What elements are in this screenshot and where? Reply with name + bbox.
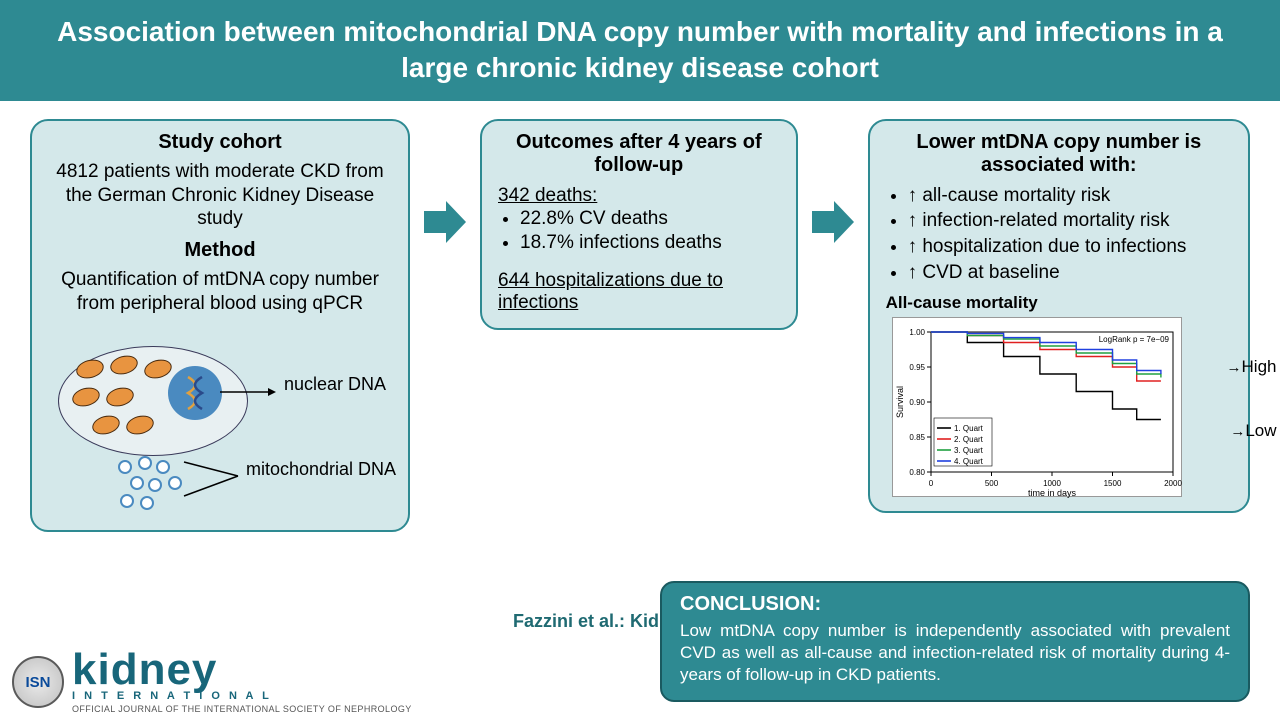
mtdna-circle-icon [118,460,132,474]
panel-outcomes: Outcomes after 4 years of follow-up 342 … [480,119,798,330]
bullet-allcause: ↑ all-cause mortality risk [908,183,1232,209]
cell-diagram: nuclear DNA mitochondrial DNA [48,326,418,516]
dna-helix-icon [180,375,210,411]
svg-text:1.00: 1.00 [909,328,925,337]
mtdna-circle-icon [156,460,170,474]
kidney-logo-text: kidney I N T E R N A T I O N A L OFFICIA… [72,650,412,714]
svg-text:0.80: 0.80 [909,468,925,477]
svg-text:4. Quart: 4. Quart [954,457,984,466]
chart-title: All-cause mortality [886,293,1232,313]
svg-text:0.90: 0.90 [909,398,925,407]
svg-text:0: 0 [928,479,933,488]
content-row: Study cohort 4812 patients with moderate… [0,101,1280,532]
isn-badge-icon: ISN [12,656,64,708]
flow-arrow-icon [422,199,468,250]
svg-text:0.95: 0.95 [909,363,925,372]
conclusion-text: Low mtDNA copy number is independently a… [680,620,1230,686]
chart-wrap: 0.80 0.85 0.90 0.95 1.00 0 500 1000 1500 2000 time… [886,317,1232,497]
bullet-infection-mort: ↑ infection-related mortality risk [908,208,1232,234]
method-text: Quantification of mtDNA copy number from… [48,268,392,316]
mtdna-circle-icon [148,478,162,492]
deaths-count: 342 deaths: [498,185,780,207]
panel-associations: Lower mtDNA copy number is associated wi… [868,119,1250,514]
svg-text:Survival: Survival [895,386,905,418]
svg-text:time in days: time in days [1028,488,1077,498]
svg-text:3. Quart: 3. Quart [954,446,984,455]
low-mtdna-label: →Low mtDNA [1230,421,1280,441]
svg-text:1000: 1000 [1043,479,1061,488]
panel-study-cohort: Study cohort 4812 patients with moderate… [30,119,410,532]
mtdna-circle-icon [130,476,144,490]
survival-plot-svg: 0.80 0.85 0.90 0.95 1.00 0 500 1000 1500 2000 time… [893,318,1183,498]
cohort-text: 4812 patients with moderate CKD from the… [48,160,392,231]
bullet-inf-deaths: 18.7% infections deaths [520,231,780,256]
conclusion-box: CONCLUSION: Low mtDNA copy number is ind… [660,581,1250,702]
svg-text:1500: 1500 [1103,479,1121,488]
arrow-icon [178,456,248,506]
heading-outcomes: Outcomes after 4 years of follow-up [498,131,780,177]
deaths-bullets: 22.8% CV deaths 18.7% infections deaths [498,207,780,256]
title-header: Association between mitochondrial DNA co… [0,0,1280,101]
journal-logo: ISN kidney I N T E R N A T I O N A L OFF… [12,650,412,714]
survival-chart: 0.80 0.85 0.90 0.95 1.00 0 500 1000 1500 2000 time… [892,317,1182,497]
high-mtdna-label: →High mtDNA [1227,357,1280,377]
kidney-intl: I N T E R N A T I O N A L [72,690,412,702]
nucleus-icon [168,366,222,420]
mito-dna-label: mitochondrial DNA [246,460,396,480]
svg-text:0.85: 0.85 [909,433,925,442]
kidney-subtitle: OFFICIAL JOURNAL OF THE INTERNATIONAL SO… [72,704,412,714]
hospitalizations-count: 644 hospitalizations due to infections [498,270,780,314]
arrow-icon [220,382,280,402]
heading-lower-mtdna: Lower mtDNA copy number is associated wi… [886,131,1232,177]
flow-arrow-icon [810,199,856,250]
svg-text:1. Quart: 1. Quart [954,424,984,433]
nuclear-dna-label: nuclear DNA [284,374,386,395]
bullet-hosp: ↑ hospitalization due to infections [908,234,1232,260]
heading-method: Method [48,239,392,262]
title-text: Association between mitochondrial DNA co… [57,16,1223,83]
association-bullets: ↑ all-cause mortality risk ↑ infection-r… [886,183,1232,286]
kidney-word: kidney [72,650,412,690]
bullet-cv-deaths: 22.8% CV deaths [520,207,780,232]
svg-text:500: 500 [984,479,998,488]
svg-text:LogRank p = 7e−09: LogRank p = 7e−09 [1098,335,1169,344]
mtdna-circle-icon [138,456,152,470]
conclusion-title: CONCLUSION: [680,593,1230,616]
heading-study-cohort: Study cohort [48,131,392,154]
svg-text:2000: 2000 [1164,479,1182,488]
mtdna-circle-icon [120,494,134,508]
bullet-cvd: ↑ CVD at baseline [908,260,1232,286]
svg-text:2. Quart: 2. Quart [954,435,984,444]
mtdna-circle-icon [140,496,154,510]
